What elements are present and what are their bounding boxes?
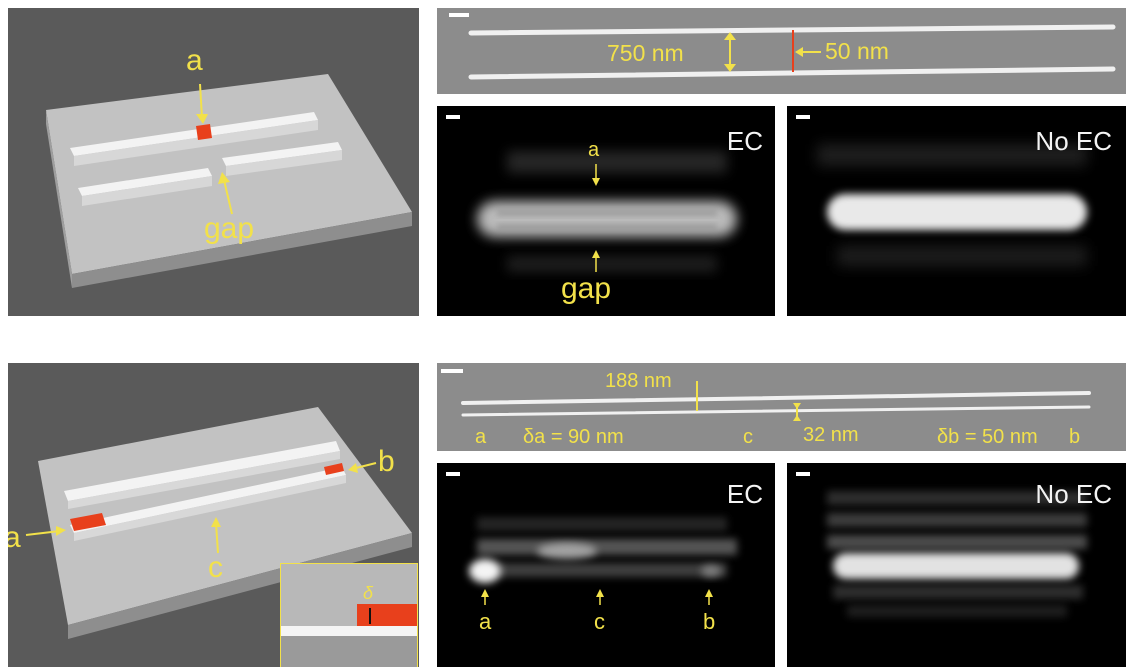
top-sem-drawing (468, 24, 1116, 80)
inset-red-bar (357, 604, 417, 626)
bottom-schematic-label-a: a (8, 521, 21, 554)
substrate-left-side (46, 110, 72, 288)
top-schematic-drawing (46, 74, 412, 288)
inset-delta-arrow (369, 608, 371, 624)
upper-bar-side (74, 120, 318, 166)
sem-b-label: b (1069, 426, 1081, 448)
arrow-to-a (199, 83, 203, 119)
inset-white-bar (281, 626, 417, 636)
bottom-lower-bar-top (70, 467, 346, 533)
lower-bar-right-side (226, 150, 342, 176)
sem-lower-wire (468, 66, 1116, 80)
sem-gap-label: 50 nm (825, 38, 889, 64)
sem-a-label: a (475, 426, 487, 448)
bottom-noec-title: No EC (1035, 479, 1112, 509)
sem-delta-a-label: δa = 90 nm (523, 426, 624, 448)
top-noec-drawing (817, 144, 1087, 266)
top-schematic-panel: a gap (8, 8, 419, 316)
arrow-head-a (196, 114, 208, 124)
bottom-ec-label-c: c (594, 609, 605, 634)
bottom-sem-scale-bar (441, 369, 463, 373)
sem-lower-wire (461, 405, 1091, 417)
top-ec-scale-bar (446, 115, 460, 119)
top-ec-drawing (477, 151, 737, 272)
bottom-noec-scale-bar (796, 472, 810, 476)
lower-bar-left-side (82, 176, 212, 206)
bottom-schematic-panel: a b c δ (8, 363, 419, 667)
sem-188-label: 188 nm (605, 370, 672, 392)
lower-bar-left-top (78, 168, 212, 196)
top-sem-panel: 750 nm 50 nm (437, 8, 1126, 94)
bottom-lower-bar-side (74, 475, 346, 541)
bottom-upper-bar-top (64, 441, 340, 501)
top-ec-panel: EC a gap (437, 106, 775, 316)
top-ec-label-a: a (588, 139, 600, 161)
red-end-a (70, 513, 106, 531)
bottom-schematic-inset: δ (280, 563, 418, 667)
bottom-sem-drawing (461, 381, 1091, 421)
bottom-ec-panel: EC a c b (437, 463, 775, 667)
sem-c-label: c (743, 426, 753, 448)
bottom-schematic-label-b: b (378, 445, 395, 478)
bottom-ec-label-b: b (703, 609, 716, 634)
top-ec-title: EC (726, 126, 763, 156)
arrow-to-gap (223, 179, 233, 215)
sem-spacing-label: 750 nm (607, 40, 684, 66)
upper-bar-top (70, 112, 318, 156)
bottom-ec-drawing (469, 517, 737, 605)
sem-32-label: 32 nm (803, 424, 859, 446)
top-noec-panel: No EC (787, 106, 1126, 316)
bottom-upper-bar-side (68, 451, 340, 509)
inset-dark-bottom (281, 636, 417, 667)
bottom-sem-panel: 188 nm a δa = 90 nm c 32 nm δb = 50 nm b (437, 363, 1126, 451)
bottom-noec-panel: No EC (787, 463, 1126, 667)
sem-upper-wire (461, 391, 1091, 405)
upper-bar-red-segment (196, 124, 212, 140)
sem-delta-b-label: δb = 50 nm (937, 426, 1038, 448)
top-schematic-label-gap: gap (204, 212, 255, 245)
bottom-ec-title: EC (726, 479, 763, 509)
red-end-b (324, 463, 344, 475)
lower-bar-right-top (222, 142, 342, 166)
bottom-noec-drawing (827, 491, 1087, 617)
substrate-right-side (72, 212, 412, 288)
top-noec-title: No EC (1035, 126, 1112, 156)
top-ec-label-gap: gap (561, 272, 612, 305)
top-sem-scale-bar (449, 13, 469, 17)
bottom-ec-label-a: a (479, 609, 492, 634)
inset-delta-label: δ (363, 583, 374, 603)
top-schematic-label-a: a (186, 44, 203, 77)
top-noec-scale-bar (796, 115, 810, 119)
bottom-schematic-drawing (25, 407, 412, 639)
arrow-head-gap (218, 172, 230, 184)
bottom-ec-scale-bar (446, 472, 460, 476)
substrate-right-side (68, 533, 412, 639)
bottom-schematic-label-c: c (208, 551, 223, 584)
